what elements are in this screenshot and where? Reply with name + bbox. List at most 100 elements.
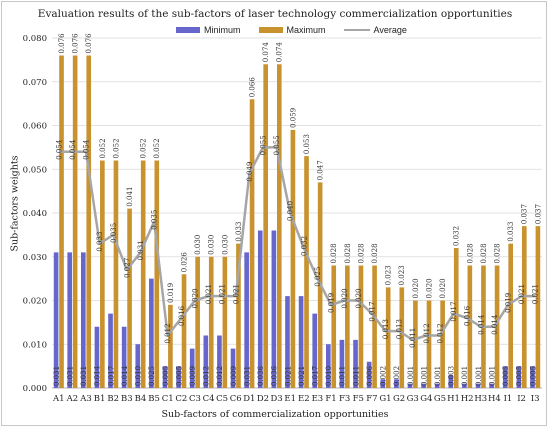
data-label-minimum-B5: 0.025 [148, 366, 156, 386]
data-label-minimum-F5: 0.011 [352, 366, 360, 386]
y-tick-label-3: 0.030 [23, 253, 47, 263]
x-tick-label-G3: G3 [407, 394, 419, 404]
legend-label-maximum: Maximum [286, 25, 326, 35]
data-label-minimum-D1: 0.031 [243, 366, 251, 386]
data-label-maximum-B5: 0.052 [153, 138, 161, 158]
bar-maximum-C2 [181, 274, 187, 388]
bar-maximum-C5 [222, 256, 228, 388]
bar-minimum-F5 [353, 339, 358, 388]
data-label-average-B2: 0.035 [110, 223, 118, 243]
data-label-maximum-D3: 0.074 [276, 42, 284, 63]
data-label-minimum-H4: 0.001 [488, 366, 496, 386]
x-tick-label-C6: C6 [230, 394, 242, 404]
bar-minimum-I3 [530, 366, 535, 388]
bar-maximum-I3 [535, 226, 541, 388]
data-label-maximum-F1: 0.028 [330, 243, 338, 263]
y-tick-label-4: 0.040 [23, 209, 47, 219]
x-tick-label-G4: G4 [420, 394, 432, 404]
bar-minimum-D3 [271, 230, 277, 388]
bar-maximum-D3 [276, 64, 282, 388]
data-label-average-C1: 0.012 [164, 323, 172, 343]
x-tick-label-G2: G2 [393, 394, 405, 404]
data-label-minimum-B3: 0.014 [121, 365, 129, 386]
data-label-minimum-G5: 0.001 [434, 366, 442, 386]
x-tick-label-F5: F5 [353, 394, 364, 404]
data-label-maximum-B2: 0.052 [112, 138, 120, 158]
x-tick-label-C2: C2 [175, 394, 187, 404]
data-label-minimum-H2: 0.001 [461, 366, 469, 386]
bar-minimum-C1 [162, 366, 168, 388]
x-tick-label-B3: B3 [121, 394, 133, 404]
data-label-minimum-F7: 0.006 [366, 365, 374, 386]
bar-minimum-H3 [475, 383, 481, 388]
data-label-maximum-C4: 0.030 [208, 235, 216, 255]
data-label-average-I1: 0.019 [504, 293, 512, 313]
x-tick-label-H3: H3 [474, 394, 487, 404]
data-label-minimum-G3: 0.001 [407, 366, 415, 386]
bar-maximum-F7 [372, 265, 377, 388]
data-label-maximum-D1: 0.066 [248, 77, 256, 98]
y-tick-label-6: 0.060 [23, 122, 47, 132]
bar-maximum-D1 [249, 99, 255, 388]
data-label-average-H1: 0.017 [450, 302, 458, 322]
bar-maximum-D2 [263, 64, 268, 388]
data-label-average-I3: 0.021 [532, 284, 540, 304]
x-tick-label-C1: C1 [162, 394, 174, 404]
data-label-minimum-E3: 0.017 [312, 366, 320, 386]
bar-minimum-A3 [81, 252, 86, 388]
x-tick-label-I1: I1 [504, 394, 513, 404]
data-label-maximum-B1: 0.052 [99, 138, 107, 158]
data-label-average-G4: 0.012 [423, 323, 431, 343]
data-label-maximum-C6: 0.033 [235, 222, 243, 242]
bar-maximum-F1 [331, 265, 337, 388]
x-tick-label-E2: E2 [298, 394, 310, 404]
data-label-maximum-A3: 0.076 [85, 33, 93, 54]
data-label-maximum-G4: 0.020 [425, 278, 433, 298]
x-tick-label-B1: B1 [94, 394, 106, 404]
bar-maximum-I1 [508, 243, 513, 388]
y-tick-label-1: 0.010 [23, 340, 47, 350]
data-label-maximum-A2: 0.076 [72, 33, 80, 54]
y-tick-label-2: 0.020 [23, 297, 47, 307]
data-label-average-H4: 0.014 [491, 314, 499, 335]
data-label-average-F7: 0.017 [368, 302, 376, 322]
bar-maximum-F5 [358, 265, 364, 388]
bar-minimum-E1 [285, 296, 290, 388]
bar-minimum-E2 [298, 296, 304, 388]
data-label-maximum-C1: 0.019 [167, 283, 175, 303]
bar-maximum-G5 [440, 300, 445, 388]
data-label-minimum-B2: 0.017 [107, 366, 115, 386]
bar-minimum-I2 [516, 366, 522, 388]
bar-minimum-A1 [53, 252, 59, 388]
bar-maximum-G4 [426, 300, 432, 388]
bar-maximum-C3 [195, 256, 200, 388]
bar-maximum-C6 [236, 243, 241, 388]
x-axis-label: Sub-factors of commercialization opportu… [161, 409, 389, 420]
bar-maximum-E1 [290, 129, 296, 388]
x-tick-label-F7: F7 [366, 394, 377, 404]
x-tick-label-D3: D3 [270, 394, 282, 404]
chart-legend: Minimum Maximum Average [176, 23, 425, 37]
bar-minimum-B2 [108, 313, 113, 388]
data-label-maximum-G5: 0.020 [439, 278, 447, 298]
data-label-maximum-D2: 0.074 [262, 42, 270, 63]
bar-maximum-A2 [72, 55, 78, 388]
data-label-average-G1: 0.013 [382, 319, 390, 339]
bar-maximum-B4 [140, 160, 146, 388]
bar-maximum-B2 [113, 160, 119, 388]
data-label-minimum-I1: 0.005 [502, 366, 510, 386]
x-tick-label-E1: E1 [284, 394, 296, 404]
data-label-average-A3: 0.054 [83, 139, 91, 160]
data-label-average-C5: 0.021 [219, 284, 227, 304]
bar-minimum-G5 [434, 383, 440, 388]
bar-minimum-H1 [448, 374, 454, 388]
data-label-average-G3: 0.011 [409, 328, 417, 348]
data-label-maximum-C2: 0.026 [180, 252, 188, 273]
x-tick-label-G5: G5 [434, 394, 446, 404]
bar-minimum-H2 [462, 383, 467, 388]
data-label-minimum-C6: 0.009 [230, 366, 238, 386]
data-label-minimum-E1: 0.021 [284, 366, 292, 386]
bar-minimum-C5 [217, 335, 222, 388]
data-label-minimum-H1: 0.003 [448, 366, 456, 386]
bar-maximum-G1 [385, 287, 391, 388]
